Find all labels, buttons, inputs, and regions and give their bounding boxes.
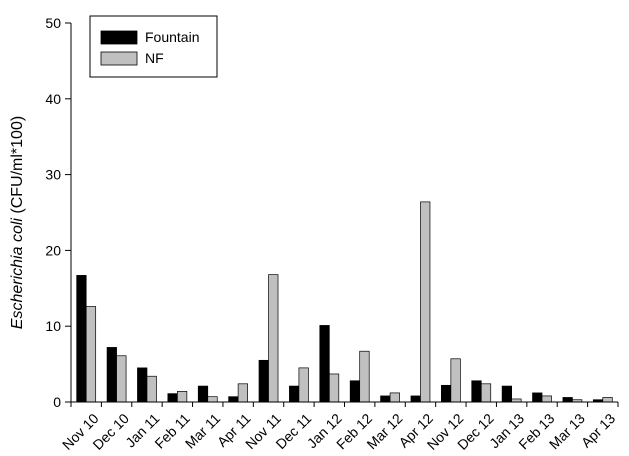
bar-nf-feb-11 — [177, 391, 188, 403]
legend-swatch-nf — [100, 51, 138, 66]
bar-fountain-dec-10 — [106, 347, 117, 403]
y-axis-title: Escherichia coli (CFU/ml*100) — [9, 116, 26, 329]
legend-box — [89, 15, 218, 78]
bar-fountain-feb-13 — [532, 392, 543, 403]
y-axis-ticks: 0 10 20 30 40 50 — [45, 15, 71, 410]
bar-nf-nov-12 — [450, 358, 461, 403]
bar-nf-jan-11 — [146, 375, 157, 403]
y-tick-label: 10 — [45, 318, 61, 334]
y-tick-label: 40 — [45, 91, 61, 107]
bar-fountain-apr-11 — [228, 396, 239, 403]
bar-fountain-feb-12 — [349, 380, 361, 403]
bar-nf-apr-11 — [237, 383, 248, 403]
bar-fountain-mar-13 — [562, 397, 573, 403]
bar-fountain-apr-12 — [410, 395, 421, 403]
bar-fountain-jan-13 — [501, 385, 512, 403]
legend-swatch-fountain — [100, 30, 138, 45]
bar-fountain-nov-11 — [258, 359, 269, 403]
bar-fountain-dec-12 — [471, 380, 482, 403]
bar-nf-feb-13 — [541, 395, 552, 403]
legend-label-nf: NF — [145, 50, 164, 66]
y-tick-label: 0 — [53, 394, 61, 410]
bar-nf-apr-13 — [602, 397, 613, 403]
bar-nf-nov-11 — [268, 274, 279, 403]
bar-fountain-nov-10 — [76, 275, 87, 403]
y-axis-title-units: (CFU/ml*100) — [9, 116, 26, 218]
bar-nf-mar-11 — [207, 396, 218, 403]
bar-nf-mar-12 — [389, 392, 400, 403]
y-tick-label: 30 — [45, 167, 61, 183]
bar-nf-feb-12 — [359, 350, 370, 403]
bar-fountain-jan-11 — [137, 367, 148, 403]
legend-label-fountain: Fountain — [145, 29, 199, 45]
bar-fountain-mar-12 — [380, 395, 391, 403]
y-tick-label: 20 — [45, 242, 61, 258]
bar-fountain-nov-12 — [441, 384, 452, 403]
bar-fountain-feb-11 — [167, 393, 178, 403]
x-tick-label: Apr 13 — [578, 410, 619, 451]
y-axis-title-italic: Escherichia coli — [9, 218, 26, 330]
bar-nf-dec-11 — [298, 367, 309, 403]
bar-fountain-mar-11 — [197, 385, 209, 403]
bar-nf-apr-12 — [420, 201, 431, 403]
bar-nf-dec-10 — [116, 355, 127, 403]
bar-fountain-dec-11 — [289, 385, 300, 403]
bars-group — [76, 201, 613, 403]
bar-nf-nov-10 — [85, 306, 97, 403]
x-tick-label: Mar 11 — [182, 410, 224, 452]
bar-nf-jan-12 — [328, 373, 340, 403]
axes-group — [70, 23, 618, 403]
bar-nf-dec-12 — [480, 383, 492, 403]
bar-fountain-jan-12 — [319, 325, 330, 403]
y-tick-label: 50 — [45, 15, 61, 31]
legend: Fountain NF — [89, 15, 218, 78]
